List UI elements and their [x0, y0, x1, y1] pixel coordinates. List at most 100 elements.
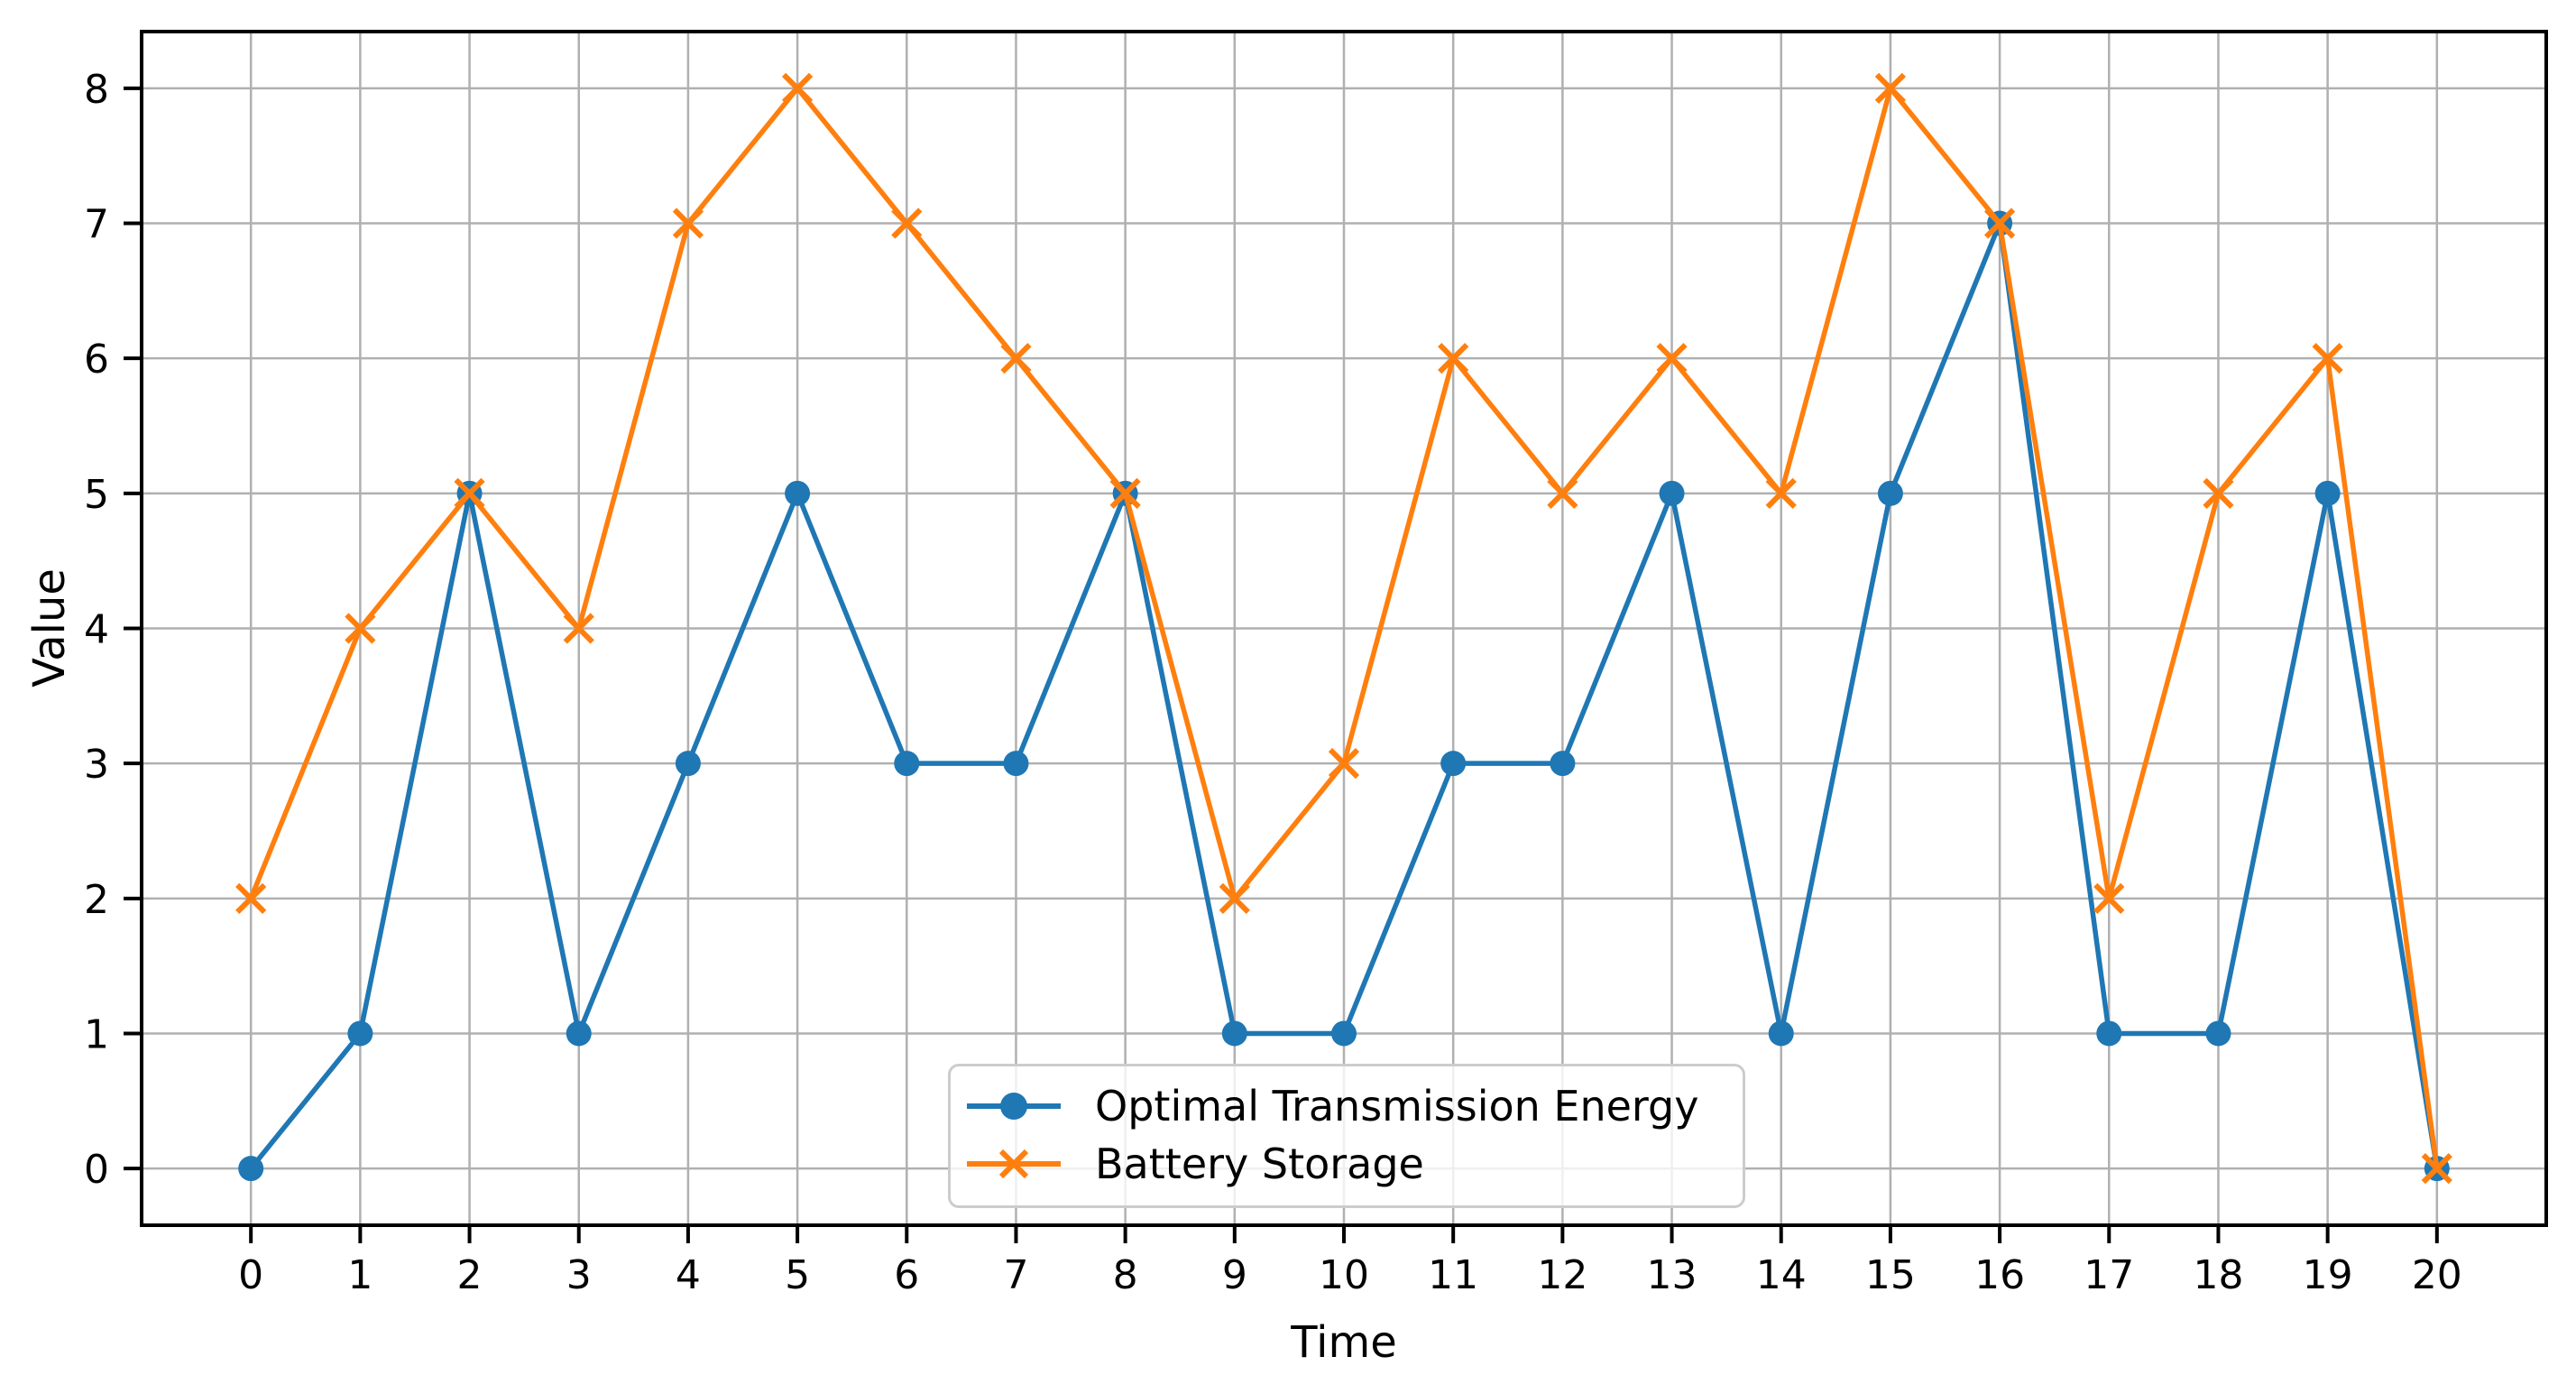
x-marker-stroke: [563, 613, 594, 644]
x-tick-label: 2: [457, 1252, 483, 1298]
x-marker-icon: [1219, 882, 1250, 914]
circle-marker-icon: [785, 480, 811, 506]
circle-marker-icon: [1440, 751, 1467, 777]
y-tick-label: 0: [84, 1147, 109, 1193]
circle-marker-icon: [1003, 751, 1029, 777]
x-marker-icon: [1765, 477, 1797, 509]
y-axis-label: Value: [24, 568, 75, 688]
x-marker-icon: [672, 208, 704, 239]
x-tick-label: 6: [894, 1252, 919, 1298]
x-marker-stroke: [781, 72, 814, 104]
circle-marker-icon: [2205, 1020, 2231, 1047]
x-marker-icon: [1109, 477, 1141, 509]
x-tick-label: 19: [2303, 1252, 2353, 1298]
x-marker-stroke: [1656, 343, 1688, 374]
x-tick-label: 8: [1113, 1252, 1138, 1298]
x-marker-icon: [1656, 343, 1688, 374]
x-marker-icon: [1983, 208, 2016, 239]
x-tick-label: 4: [676, 1252, 701, 1298]
legend-label: Battery Storage: [1095, 1140, 1424, 1188]
x-marker-icon: [1547, 477, 1578, 509]
x-marker-stroke: [345, 613, 376, 644]
x-marker-stroke: [1000, 343, 1032, 374]
x-marker-stroke: [1874, 72, 1907, 104]
legend-label: Optimal Transmission Energy: [1095, 1082, 1699, 1130]
x-marker-stroke: [672, 208, 704, 239]
x-tick-label: 0: [238, 1252, 263, 1298]
x-tick-label: 12: [1537, 1252, 1587, 1298]
circle-marker-icon: [2314, 480, 2341, 506]
legend-item-optimal-transmission-energy: Optimal Transmission Energy: [963, 1079, 1721, 1133]
x-marker-icon: [1328, 748, 1360, 780]
x-marker-icon: [345, 613, 376, 644]
circle-marker-icon: [347, 1020, 373, 1047]
y-tick-label: 7: [84, 202, 109, 248]
legend-sample-line-circle: [967, 1093, 1061, 1120]
legend: Optimal Transmission Energy Battery Stor…: [948, 1064, 1745, 1208]
x-marker-stroke: [2203, 477, 2234, 509]
x-axis-label: Time: [1291, 1317, 1397, 1368]
circle-marker-icon: [238, 1156, 264, 1182]
x-marker-icon: [235, 882, 267, 914]
x-marker-icon: [998, 1149, 1029, 1179]
x-marker-icon: [563, 613, 594, 644]
x-marker-stroke: [235, 882, 267, 914]
x-marker-stroke: [1438, 343, 1469, 374]
circle-marker-icon: [675, 751, 701, 777]
circle-marker-icon: [1659, 480, 1685, 506]
x-marker-stroke: [1547, 477, 1578, 509]
x-marker-stroke: [1109, 477, 1141, 509]
circle-marker-icon: [566, 1020, 592, 1047]
x-marker-stroke: [1328, 748, 1360, 780]
circle-marker-icon: [894, 751, 920, 777]
x-tick-label: 18: [2193, 1252, 2243, 1298]
y-tick-label: 1: [84, 1011, 109, 1057]
x-marker-icon: [2421, 1153, 2452, 1185]
x-tick-label: 3: [566, 1252, 592, 1298]
y-tick-label: 6: [84, 337, 109, 383]
circle-marker-icon: [1550, 751, 1576, 777]
x-marker-stroke: [1983, 208, 2016, 239]
x-marker-stroke: [2093, 882, 2125, 914]
legend-item-battery-storage: Battery Storage: [963, 1137, 1721, 1191]
y-tick-label: 4: [84, 607, 109, 653]
x-tick-label: 10: [1319, 1252, 1369, 1298]
x-marker-stroke: [2312, 343, 2343, 374]
x-marker-icon: [2312, 343, 2343, 374]
x-tick-label: 7: [1003, 1252, 1028, 1298]
x-marker-icon: [1874, 72, 1907, 104]
x-marker-icon: [781, 72, 814, 104]
x-tick-label: 9: [1222, 1252, 1247, 1298]
circle-marker-icon: [1331, 1020, 1357, 1047]
x-marker-stroke: [1765, 477, 1797, 509]
x-tick-label: 20: [2412, 1252, 2462, 1298]
circle-marker-icon: [1768, 1020, 1794, 1047]
x-tick-label: 1: [347, 1252, 373, 1298]
x-marker-stroke: [1219, 882, 1250, 914]
y-tick-label: 8: [84, 67, 109, 113]
y-tick-label: 2: [84, 877, 109, 923]
x-marker-icon: [1000, 343, 1032, 374]
x-tick-label: 14: [1756, 1252, 1807, 1298]
circle-marker-icon: [1877, 480, 1903, 506]
x-marker-icon: [891, 208, 923, 239]
x-marker-icon: [1438, 343, 1469, 374]
x-tick-label: 17: [2084, 1252, 2134, 1298]
circle-marker-icon: [2096, 1020, 2122, 1047]
x-marker-stroke: [891, 208, 923, 239]
circle-marker-icon: [1000, 1093, 1027, 1120]
x-tick-label: 13: [1647, 1252, 1697, 1298]
x-marker-icon: [454, 477, 485, 509]
x-marker-stroke: [2421, 1153, 2452, 1185]
y-tick-label: 5: [84, 472, 109, 518]
circle-marker-icon: [1221, 1020, 1247, 1047]
x-tick-label: 5: [785, 1252, 810, 1298]
x-tick-label: 16: [1974, 1252, 2025, 1298]
x-tick-label: 11: [1428, 1252, 1478, 1298]
x-marker-stroke: [454, 477, 485, 509]
x-marker-icon: [2093, 882, 2125, 914]
x-tick-label: 15: [1865, 1252, 1916, 1298]
legend-sample-line-x: [967, 1149, 1061, 1179]
